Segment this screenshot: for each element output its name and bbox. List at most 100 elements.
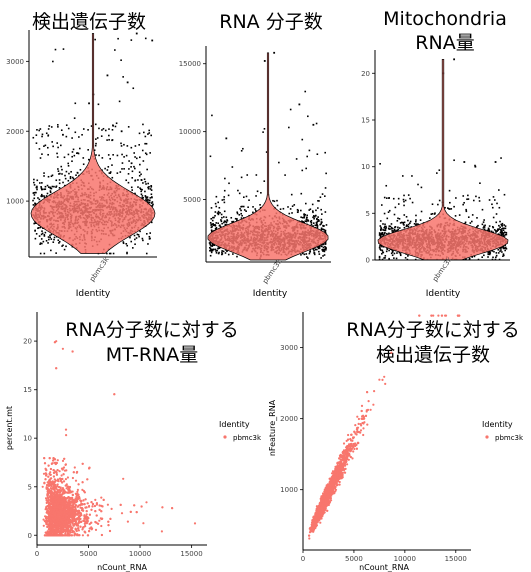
jitter-point xyxy=(150,189,153,191)
jitter-point xyxy=(300,209,302,212)
scatter-point xyxy=(61,459,65,462)
jitter-point xyxy=(396,229,398,232)
outlier-point xyxy=(463,161,466,163)
jitter-point xyxy=(482,227,485,229)
jitter-point xyxy=(411,175,413,177)
jitter-point xyxy=(35,222,37,225)
jitter-point xyxy=(430,213,433,215)
scatter-point xyxy=(94,528,98,532)
jitter-point xyxy=(96,137,99,139)
jitter-point xyxy=(417,183,419,186)
jitter-point xyxy=(415,223,418,225)
jitter-point xyxy=(386,197,388,199)
jitter-point xyxy=(498,206,501,209)
violin-shape xyxy=(377,58,509,261)
jitter-point xyxy=(499,229,502,231)
jitter-point xyxy=(379,225,382,227)
jitter-point xyxy=(33,194,36,196)
jitter-point xyxy=(397,228,400,231)
jitter-point xyxy=(311,203,314,206)
jitter-point xyxy=(209,243,212,246)
jitter-point xyxy=(505,231,508,234)
jitter-point xyxy=(379,235,382,238)
jitter-point xyxy=(393,228,396,231)
jitter-point xyxy=(144,195,147,197)
jitter-point xyxy=(33,191,35,194)
jitter-point xyxy=(324,195,326,197)
jitter-point xyxy=(505,233,508,236)
jitter-point xyxy=(393,230,396,232)
jitter-point xyxy=(403,194,405,197)
jitter-point xyxy=(238,214,241,216)
jitter-point xyxy=(74,102,77,105)
jitter-point xyxy=(100,135,103,137)
jitter-point xyxy=(501,225,504,227)
jitter-point xyxy=(222,250,225,253)
jitter-point xyxy=(226,250,228,253)
category-label-1: pbmc3k xyxy=(88,255,111,283)
jitter-point xyxy=(142,182,144,184)
jitter-point xyxy=(488,199,491,201)
jitter-point xyxy=(317,247,320,250)
jitter-point xyxy=(95,154,97,156)
jitter-point xyxy=(317,246,319,248)
jitter-point xyxy=(150,134,153,137)
jitter-point xyxy=(483,219,485,221)
jitter-point xyxy=(306,256,308,258)
x-axis-label-1: Identity xyxy=(76,289,111,299)
jitter-point xyxy=(208,246,211,249)
jitter-point xyxy=(223,210,226,213)
jitter-point xyxy=(98,127,100,130)
jitter-point xyxy=(43,252,46,255)
jitter-point xyxy=(134,145,137,147)
jitter-point xyxy=(211,245,214,247)
jitter-point xyxy=(319,196,322,199)
jitter-point xyxy=(106,169,109,171)
jitter-point xyxy=(126,251,128,254)
jitter-point xyxy=(38,235,41,237)
jitter-point xyxy=(464,221,467,224)
jitter-point xyxy=(47,236,50,238)
jitter-point xyxy=(500,247,503,249)
jitter-point xyxy=(444,206,446,209)
jitter-point xyxy=(35,186,38,189)
jitter-point xyxy=(111,176,114,179)
jitter-point xyxy=(127,181,130,184)
jitter-point xyxy=(49,234,51,237)
jitter-point xyxy=(209,242,211,244)
jitter-point xyxy=(133,152,135,154)
jitter-point xyxy=(500,249,502,251)
jitter-point xyxy=(215,252,218,254)
jitter-point xyxy=(380,204,383,206)
jitter-point xyxy=(227,253,230,256)
scatter-point xyxy=(74,479,78,482)
jitter-point xyxy=(145,196,148,199)
jitter-point xyxy=(141,149,144,152)
jitter-point xyxy=(138,171,141,174)
jitter-point xyxy=(50,126,53,128)
jitter-point xyxy=(104,129,107,132)
jitter-point xyxy=(490,230,493,233)
outlier-point xyxy=(135,32,138,35)
jitter-point xyxy=(321,248,323,251)
jitter-point xyxy=(55,186,57,188)
jitter-point xyxy=(213,216,215,219)
jitter-point xyxy=(56,156,59,158)
jitter-point xyxy=(137,179,139,181)
jitter-point xyxy=(390,223,393,225)
jitter-point xyxy=(322,255,324,257)
jitter-point xyxy=(76,152,78,154)
jitter-point xyxy=(391,249,394,252)
y-tick-label: 5000 xyxy=(183,196,201,204)
jitter-point xyxy=(385,225,387,228)
jitter-point xyxy=(101,157,104,159)
y-tick-label: 20 xyxy=(23,338,32,346)
jitter-point xyxy=(144,152,147,155)
outlier-point xyxy=(225,137,228,140)
jitter-point xyxy=(114,125,117,128)
jitter-point xyxy=(141,195,144,197)
jitter-point xyxy=(415,219,417,221)
jitter-point xyxy=(40,186,42,188)
jitter-point xyxy=(407,219,409,222)
jitter-point xyxy=(150,193,153,196)
